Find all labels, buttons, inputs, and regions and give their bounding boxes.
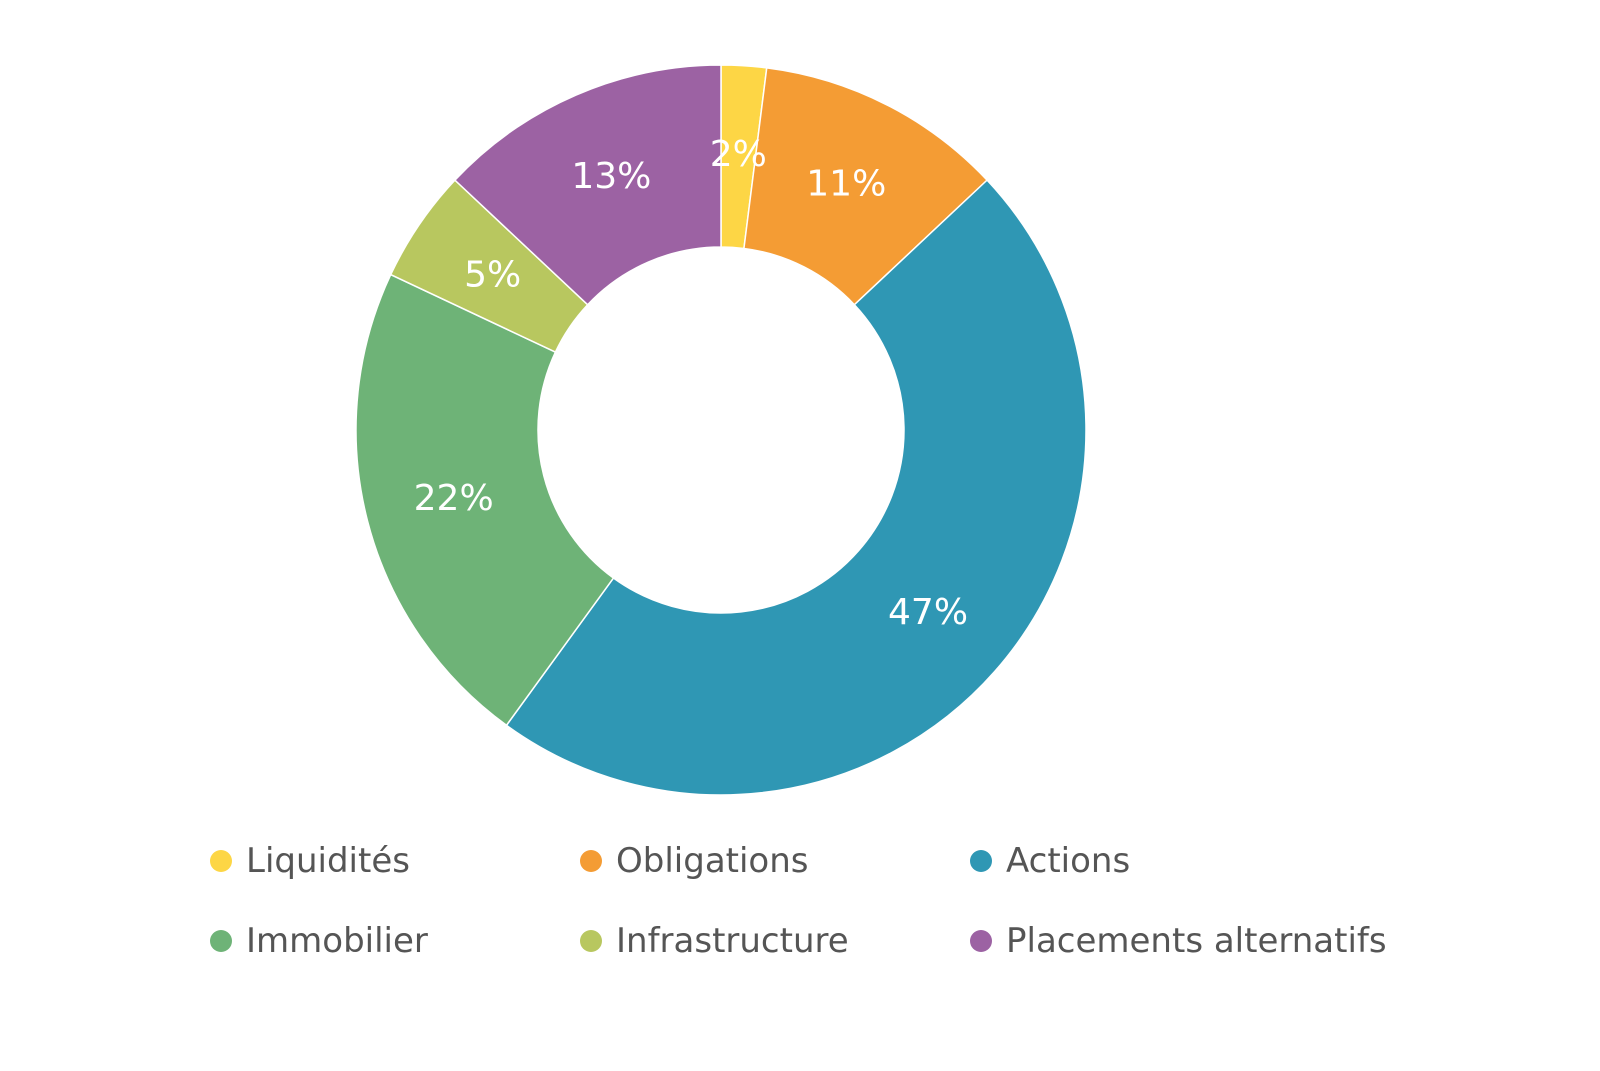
slice-placements-alternatifs: [453, 64, 722, 306]
data-label: 47%: [888, 592, 968, 633]
chart-slices: [355, 64, 1087, 796]
legend-label: Infrastructure: [616, 921, 849, 961]
data-label: 5%: [464, 254, 521, 295]
legend-label: Actions: [1006, 841, 1131, 881]
legend-marker: [970, 850, 992, 872]
legend-marker: [580, 930, 602, 952]
legend-label: Placements alternatifs: [1006, 921, 1387, 961]
legend-label: Liquidités: [246, 841, 410, 881]
legend-item-placements-alternatifs: Placements alternatifs: [970, 922, 1470, 960]
slice-actions: [505, 179, 1087, 796]
chart-legend: Liquidités Obligations Actions Immobilie…: [210, 842, 1470, 960]
legend-label: Immobilier: [246, 921, 428, 961]
legend-marker: [580, 850, 602, 872]
chart-data-labels: 2% 11% 47% 22% 5% 13%: [414, 134, 968, 633]
data-label: 22%: [414, 478, 494, 519]
data-label: 2%: [710, 134, 767, 175]
slice-immobilier: [355, 273, 615, 727]
legend-item-immobilier: Immobilier: [210, 922, 580, 960]
data-label: 13%: [571, 156, 651, 197]
legend-marker: [970, 930, 992, 952]
legend-marker: [210, 850, 232, 872]
legend-item-obligations: Obligations: [580, 842, 970, 880]
legend-label: Obligations: [616, 841, 809, 881]
legend-item-liquidites: Liquidités: [210, 842, 580, 880]
legend-marker: [210, 930, 232, 952]
data-label: 11%: [806, 164, 886, 205]
legend-item-infrastructure: Infrastructure: [580, 922, 970, 960]
legend-item-actions: Actions: [970, 842, 1470, 880]
